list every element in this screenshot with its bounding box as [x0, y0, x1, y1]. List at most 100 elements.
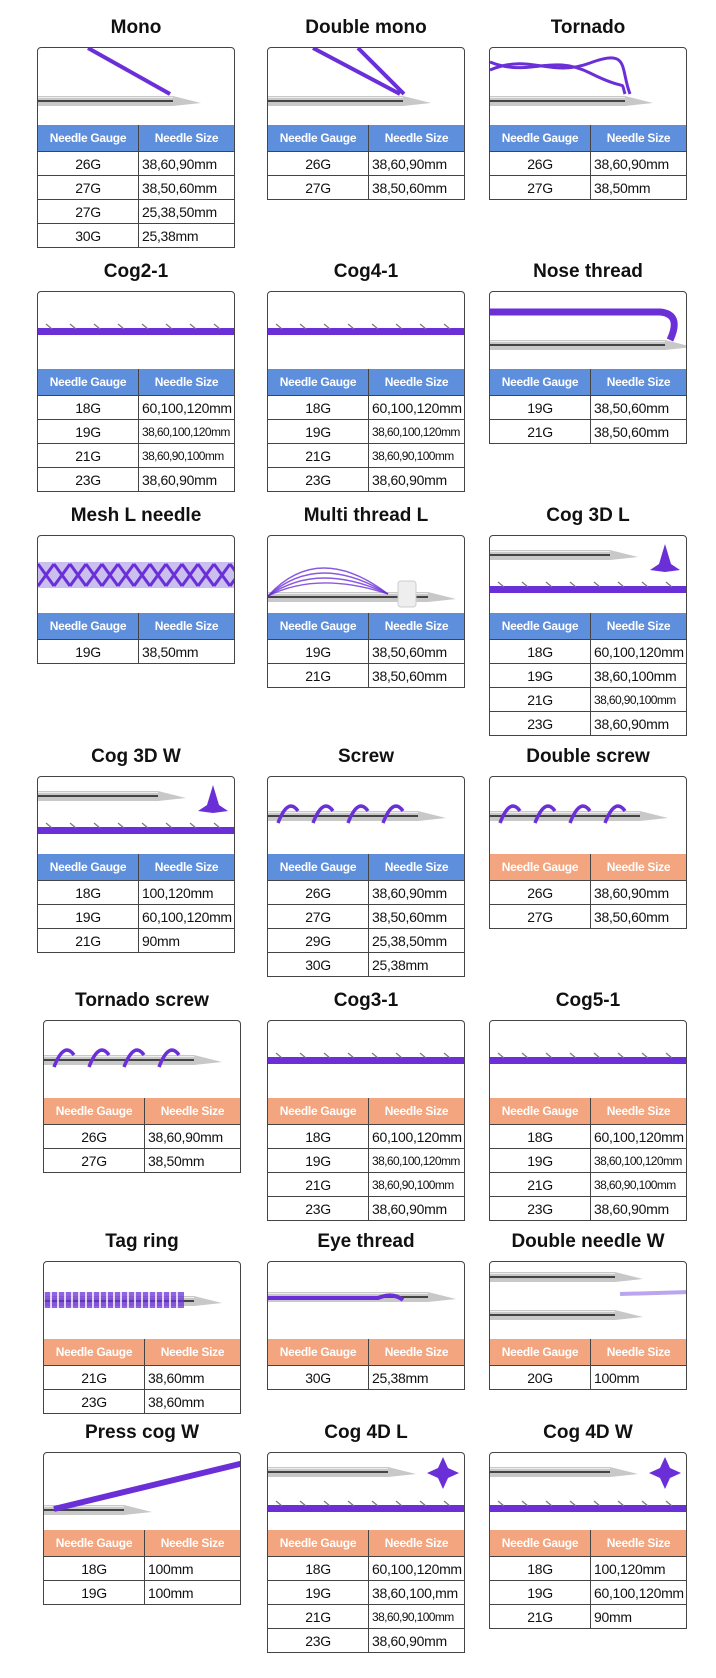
needle-size-cell: 60,100,120mm	[590, 1580, 686, 1605]
tornado-needle-illustration	[490, 56, 653, 106]
needle-gauge-header: Needle Gauge	[268, 854, 369, 881]
cog-3d-illustration	[490, 544, 686, 593]
product-title: Tornado screw	[75, 990, 209, 1011]
product-card: Double screw Needle Gauge Needle Size 26G 3…	[489, 746, 687, 929]
needle-size-cell: 38,60,90mm	[368, 880, 464, 905]
needle-gauge-cell: 19G	[38, 639, 139, 663]
needle-size-cell: 100mm	[144, 1580, 240, 1604]
product-spec-table: Needle Gauge Needle Size 18G 100mm 19G 100mm	[43, 1452, 241, 1605]
table-row: 26G 38,60,90mm	[490, 880, 686, 905]
needle-size-header: Needle Size	[160, 1104, 225, 1118]
table-row: 19G 38,60,100mm	[490, 663, 686, 688]
table-row: 27G 38,50,60mm	[490, 904, 686, 928]
product-spec-table: Needle Gauge Needle Size 26G 38,60,90mm 27G 3…	[267, 47, 465, 200]
table-row: 27G 25,38,50mm	[38, 199, 234, 224]
table-row: 27G 38,50,60mm	[268, 175, 464, 199]
table-row: 26G 38,60,90mm	[268, 151, 464, 176]
needle-size-cell: 38,60,90,100mm	[590, 687, 686, 712]
needle-size-header: Needle Size	[384, 131, 449, 145]
needle-size-header: Needle Size	[154, 375, 219, 389]
table-row: 21G 38,60,90,100mm	[490, 687, 686, 712]
needle-gauge-cell: 20G	[490, 1365, 591, 1389]
table-row: 23G 38,60,90mm	[268, 467, 464, 491]
needle-size-cell: 38,50mm	[144, 1148, 240, 1172]
cog-4d-illustration	[268, 1457, 464, 1512]
table-row: 23G 38,60,90mm	[268, 1196, 464, 1220]
press-cog-illustration	[44, 1460, 240, 1515]
needle-gauge-cell: 30G	[268, 952, 369, 976]
table-header: Needle Gauge Needle Size	[490, 125, 686, 152]
needle-gauge-cell: 21G	[490, 419, 591, 443]
needle-size-cell: 25,38mm	[368, 952, 464, 976]
needle-size-header: Needle Size	[384, 619, 449, 633]
product-spec-table: Needle Gauge Needle Size 18G 60,100,120mm 19…	[489, 535, 687, 736]
needle-size-cell: 100,120mm	[590, 1556, 686, 1581]
double-mono-needle-illustration	[268, 48, 431, 106]
product-card: Cog4-1 Needle Gauge Needle Size 18G 60,100,…	[267, 261, 465, 492]
needle-gauge-header: Needle Gauge	[44, 1098, 145, 1125]
table-row: 21G 38,60mm	[44, 1365, 240, 1390]
table-row: 26G 38,60,90mm	[490, 151, 686, 176]
needle-size-cell: 90mm	[138, 928, 234, 952]
product-card: Mesh L needle Needle Gauge Needle Size 19G…	[37, 505, 235, 664]
needle-size-cell: 38,50mm	[138, 639, 234, 663]
needle-gauge-header: Needle Gauge	[44, 1530, 145, 1557]
eye-thread-illustration	[268, 1292, 456, 1302]
needle-size-cell: 38,60,90mm	[590, 151, 686, 176]
table-header: Needle Gauge Needle Size	[268, 854, 464, 881]
product-spec-table: Needle Gauge Needle Size 30G 25,38mm	[267, 1261, 465, 1390]
needle-gauge-cell: 18G	[38, 395, 139, 420]
table-row: 18G 60,100,120mm	[38, 395, 234, 420]
needle-gauge-header: Needle Gauge	[490, 1339, 591, 1366]
needle-size-cell: 38,60,90,100mm	[368, 443, 464, 468]
needle-size-cell: 38,60,90mm	[368, 151, 464, 176]
table-header: Needle Gauge Needle Size	[38, 854, 234, 881]
table-row: 21G 38,60,90,100mm	[268, 1604, 464, 1629]
needle-size-cell: 90mm	[590, 1604, 686, 1628]
needle-gauge-cell: 23G	[38, 467, 139, 491]
table-row: 21G 90mm	[38, 928, 234, 952]
needle-size-cell: 38,60,100,120mm	[590, 1148, 686, 1173]
needle-gauge-header: Needle Gauge	[490, 1098, 591, 1125]
needle-size-cell: 38,60mm	[144, 1365, 240, 1390]
needle-gauge-header: Needle Gauge	[268, 1098, 369, 1125]
product-title: Cog5-1	[555, 990, 621, 1011]
product-spec-table: Needle Gauge Needle Size 26G 38,60,90mm 27G 3…	[37, 47, 235, 248]
needle-size-cell: 38,60,100,mm	[368, 1580, 464, 1605]
needle-size-cell: 38,60,90mm	[368, 1628, 464, 1652]
table-row: 26G 38,60,90mm	[268, 880, 464, 905]
needle-gauge-cell: 27G	[38, 199, 139, 224]
product-title: Press cog W	[84, 1422, 200, 1443]
table-row: 21G 38,50,60mm	[268, 663, 464, 687]
multi-thread-illustration	[268, 567, 456, 608]
needle-gauge-cell: 27G	[490, 904, 591, 928]
product-card: Screw Needle Gauge Needle Size 26G 38,60,90…	[267, 746, 465, 977]
product-title: Tag ring	[105, 1231, 179, 1252]
table-header: Needle Gauge Needle Size	[268, 613, 464, 640]
product-spec-table: Needle Gauge Needle Size 18G 100,120mm 19G 60…	[37, 776, 235, 953]
needle-size-cell: 38,50,60mm	[368, 904, 464, 929]
table-header: Needle Gauge Needle Size	[44, 1530, 240, 1557]
needle-gauge-cell: 18G	[490, 639, 591, 664]
needle-size-cell: 60,100,120mm	[368, 395, 464, 420]
product-spec-table: Needle Gauge Needle Size 26G 38,60,90mm 27G 3…	[489, 776, 687, 929]
table-header: Needle Gauge Needle Size	[268, 369, 464, 396]
table-row: 21G 90mm	[490, 1604, 686, 1628]
needle-size-cell: 60,100,120mm	[368, 1124, 464, 1149]
product-card: Cog2-1 Needle Gauge Needle Size 18G 60,100,…	[37, 261, 235, 492]
table-row: 23G 38,60mm	[44, 1389, 240, 1413]
table-row: 21G 38,60,90,100mm	[38, 443, 234, 468]
needle-gauge-cell: 18G	[268, 1124, 369, 1149]
needle-gauge-header: Needle Gauge	[268, 369, 369, 396]
table-row: 21G 38,50,60mm	[490, 419, 686, 443]
needle-gauge-header: Needle Gauge	[490, 1530, 591, 1557]
product-title: Mono	[110, 17, 162, 38]
needle-size-cell: 38,50,60mm	[368, 639, 464, 664]
needle-gauge-cell: 23G	[268, 1628, 369, 1652]
product-spec-table: Needle Gauge Needle Size 19G 38,50,60mm 21G 3…	[267, 535, 465, 688]
needle-gauge-cell: 19G	[490, 663, 591, 688]
table-header: Needle Gauge Needle Size	[490, 1339, 686, 1366]
needle-size-cell: 38,50,60mm	[590, 904, 686, 928]
needle-size-cell: 38,50,60mm	[138, 175, 234, 200]
needle-size-cell: 38,60,100,120mm	[368, 419, 464, 444]
